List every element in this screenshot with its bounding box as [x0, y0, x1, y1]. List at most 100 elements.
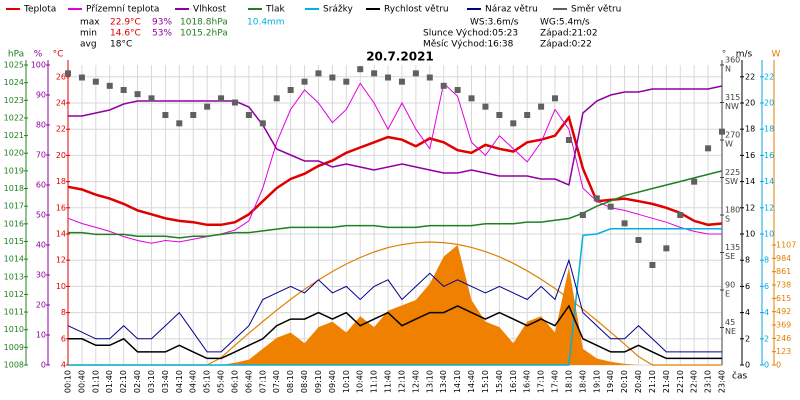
direction-marker: [719, 128, 725, 135]
x-tick-label: 00:40: [77, 370, 86, 393]
y-tick-label: 16: [764, 151, 774, 160]
y-tick-label: 12: [56, 256, 66, 265]
x-tick-label: 02:10: [119, 370, 128, 393]
stat: 93%: [152, 18, 172, 28]
y-tick-label: 1107: [776, 241, 796, 250]
direction-marker: [273, 95, 280, 102]
direction-marker: [426, 74, 433, 81]
x-tick-label: 06:10: [230, 370, 239, 393]
y-tick-label: 12: [764, 203, 774, 212]
y-tick-label: 1022: [4, 113, 24, 122]
x-tick-label: 18:40: [578, 370, 587, 393]
y-tick-label: 1024: [4, 78, 24, 87]
x-tick-label: 14:40: [467, 370, 476, 393]
stat: Západ:0:22: [540, 40, 592, 50]
series-line: [67, 258, 722, 353]
y-tick-label: 0: [41, 361, 46, 370]
x-tick-label: 18:10: [564, 370, 573, 393]
stat: 22.9°C: [110, 18, 141, 28]
direction-marker: [593, 195, 600, 202]
direction-marker: [538, 103, 545, 110]
direction-marker: [524, 112, 531, 118]
direction-marker: [357, 66, 364, 73]
direction-marker: [607, 203, 614, 210]
y-tick-label: 6: [61, 334, 66, 343]
chart-title: 20.7.2021: [366, 50, 434, 64]
stat-label: min: [80, 29, 97, 39]
x-tick-label: 11:10: [370, 370, 379, 393]
y-tick-label: 90: [36, 91, 46, 100]
x-tick-label: 21:40: [662, 370, 671, 393]
x-tick-label: 15:40: [495, 370, 504, 393]
y-tick-label: 1018: [4, 184, 24, 193]
y-tick-label: 16: [56, 203, 66, 212]
y-tick-label: 22: [745, 72, 755, 81]
y-tick-label: 360: [725, 56, 740, 65]
x-tick-label: 17:40: [551, 370, 560, 393]
x-tick-label: 03:10: [147, 370, 156, 393]
x-tick-label: 08:40: [300, 370, 309, 393]
y-tick-label: 1023: [4, 96, 24, 105]
x-axis-label: čas: [732, 371, 747, 382]
y-tick-label: 123: [776, 347, 791, 356]
direction-marker: [148, 95, 155, 102]
y-tick-label: 180: [725, 206, 740, 215]
y-tick-label: 20: [764, 98, 774, 107]
y-tick-label: 0: [764, 361, 769, 370]
y-tick-label: 615: [776, 294, 791, 303]
direction-marker: [162, 112, 169, 118]
y-tick-label: 2: [745, 334, 750, 343]
direction-marker: [259, 120, 266, 127]
y-tick-label: 90: [725, 281, 735, 290]
x-tick-label: 09:40: [328, 370, 337, 393]
x-tick-label: 14:10: [453, 370, 462, 393]
series-line: [68, 170, 723, 239]
x-tick-label: 17:10: [537, 370, 546, 393]
y-tick-label: 18: [56, 177, 66, 186]
x-tick-label: 03:40: [161, 370, 170, 393]
y-tick-label: 0: [745, 361, 750, 370]
stat: 10.4mm: [247, 18, 285, 28]
y-tick-label: 1014: [4, 255, 24, 264]
y-tick-label: 45: [725, 318, 735, 327]
x-tick-label: 15:10: [481, 370, 490, 393]
y-tick-label: 10: [764, 229, 774, 238]
axis-unit: hPa: [8, 50, 24, 60]
series-line: [68, 228, 722, 366]
legend-label: Srážky: [323, 5, 354, 15]
y-tick-label: 12: [745, 203, 755, 212]
y-tick-label: 1013: [4, 272, 24, 281]
legend-label: Vlhkost: [193, 5, 226, 15]
y-tick-label: 1020: [4, 149, 24, 158]
y-tick-label: 8: [764, 256, 769, 265]
y-tick-label: 80: [36, 121, 46, 130]
stat-label: max: [80, 18, 100, 28]
y-tick-label: 246: [776, 334, 791, 343]
y-tick-label: 6: [745, 282, 750, 291]
y-tick-label: 20: [745, 98, 755, 107]
direction-marker: [204, 103, 211, 110]
direction-marker: [635, 237, 642, 243]
axis-unit: m/s: [736, 50, 753, 60]
axis-unit: W: [772, 50, 781, 60]
y-tick-label: 14: [56, 229, 66, 238]
y-tick-label: 8: [61, 308, 66, 317]
x-tick-label: 00:10: [64, 370, 73, 393]
x-tick-label: 06:40: [244, 370, 253, 393]
direction-marker: [398, 78, 405, 85]
direction-marker: [649, 262, 656, 268]
direction-marker: [287, 87, 294, 93]
y-tick-label: 10: [36, 331, 46, 340]
direction-marker: [65, 70, 71, 77]
y-tick-label: 2: [764, 334, 769, 343]
y-tick-label: 315: [725, 93, 740, 102]
direction-marker: [705, 145, 712, 152]
x-tick-label: 13:40: [439, 370, 448, 393]
compass-label: NE: [725, 327, 736, 336]
stat: Měsíc Východ:16:38: [423, 40, 514, 50]
direction-marker: [134, 91, 141, 98]
x-tick-label: 16:40: [523, 370, 532, 393]
x-tick-label: 07:40: [272, 370, 281, 393]
direction-marker: [496, 112, 503, 118]
